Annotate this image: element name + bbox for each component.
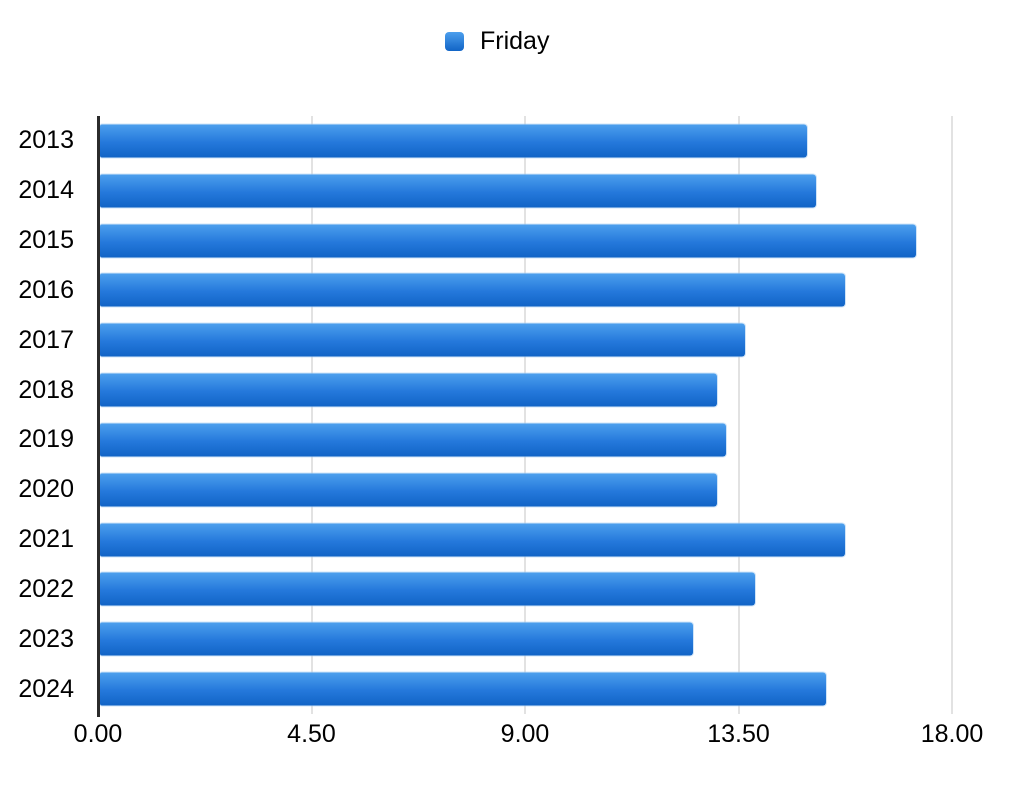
bar-2022 — [100, 572, 755, 606]
chart-row: 2018 — [0, 365, 1024, 415]
y-axis-label-2018: 2018 — [18, 375, 74, 404]
plot-area — [98, 116, 953, 714]
bar-2013 — [100, 124, 807, 158]
bar-track — [98, 664, 1024, 714]
x-axis-labels: 0.00 4.50 9.00 13.50 18.00 — [74, 719, 984, 751]
chart-row: 2021 — [0, 515, 1024, 565]
chart-row: 2013 — [0, 116, 1024, 166]
y-axis-label-2013: 2013 — [18, 126, 74, 155]
bar-track — [98, 465, 1024, 515]
chart-row: 2019 — [0, 415, 1024, 465]
chart-row: 2022 — [0, 564, 1024, 614]
chart-row: 2014 — [0, 166, 1024, 216]
bar-2019 — [100, 423, 727, 457]
legend: Friday — [445, 29, 549, 54]
bar-track — [98, 265, 1024, 315]
bar-2021 — [100, 523, 845, 557]
x-axis-tick-label: 18.00 — [920, 720, 984, 748]
bar-track — [98, 315, 1024, 365]
bar-2017 — [100, 323, 746, 357]
y-axis-label-2022: 2022 — [18, 574, 74, 603]
y-axis-label-2021: 2021 — [18, 525, 74, 554]
bar-2018 — [100, 373, 717, 407]
x-axis-tick-label: 13.50 — [707, 720, 770, 748]
y-axis-label-2016: 2016 — [18, 275, 74, 304]
bar-track — [98, 116, 1024, 166]
chart-row: 2020 — [0, 465, 1024, 515]
bar-track — [98, 515, 1024, 565]
bar-2016 — [100, 273, 845, 307]
legend-label: Friday — [480, 27, 550, 55]
bar-2014 — [100, 174, 817, 208]
bar-track — [98, 564, 1024, 614]
chart-row: 2023 — [0, 614, 1024, 664]
bar-track — [98, 415, 1024, 465]
x-axis-tick-label: 4.50 — [287, 720, 336, 748]
chart-row: 2015 — [0, 216, 1024, 266]
x-axis-tick-label: 0.00 — [73, 720, 123, 748]
y-axis-label-2023: 2023 — [18, 624, 74, 653]
x-axis-tick-label: 9.00 — [500, 720, 550, 748]
chart-row: 2017 — [0, 315, 1024, 365]
gridline — [737, 116, 740, 714]
y-axis-label-2017: 2017 — [18, 325, 74, 354]
bar-rows: 2013 2014 2015 2016 2017 2018 2019 2020 2021 2022… — [0, 116, 1024, 714]
bar-track — [98, 166, 1024, 216]
y-axis-label-2024: 2024 — [18, 674, 74, 703]
chart-row: 2016 — [0, 265, 1024, 315]
y-axis-label-2020: 2020 — [18, 475, 74, 504]
y-axis-label-2019: 2019 — [18, 425, 74, 454]
legend-swatch-friday — [445, 32, 464, 51]
bar-2015 — [100, 224, 916, 258]
bar-2024 — [100, 672, 826, 706]
gridline — [524, 116, 526, 714]
chart-row: 2024 — [0, 664, 1024, 714]
gridline — [951, 116, 953, 714]
bar-2020 — [100, 473, 717, 507]
y-axis-label-2014: 2014 — [18, 176, 74, 205]
bar-track — [98, 216, 1024, 266]
gridline — [310, 116, 313, 714]
y-axis-line — [97, 116, 100, 717]
y-axis-label-2015: 2015 — [18, 226, 74, 255]
bar-2023 — [100, 622, 694, 656]
bar-track — [98, 614, 1024, 664]
bar-track — [98, 365, 1024, 415]
